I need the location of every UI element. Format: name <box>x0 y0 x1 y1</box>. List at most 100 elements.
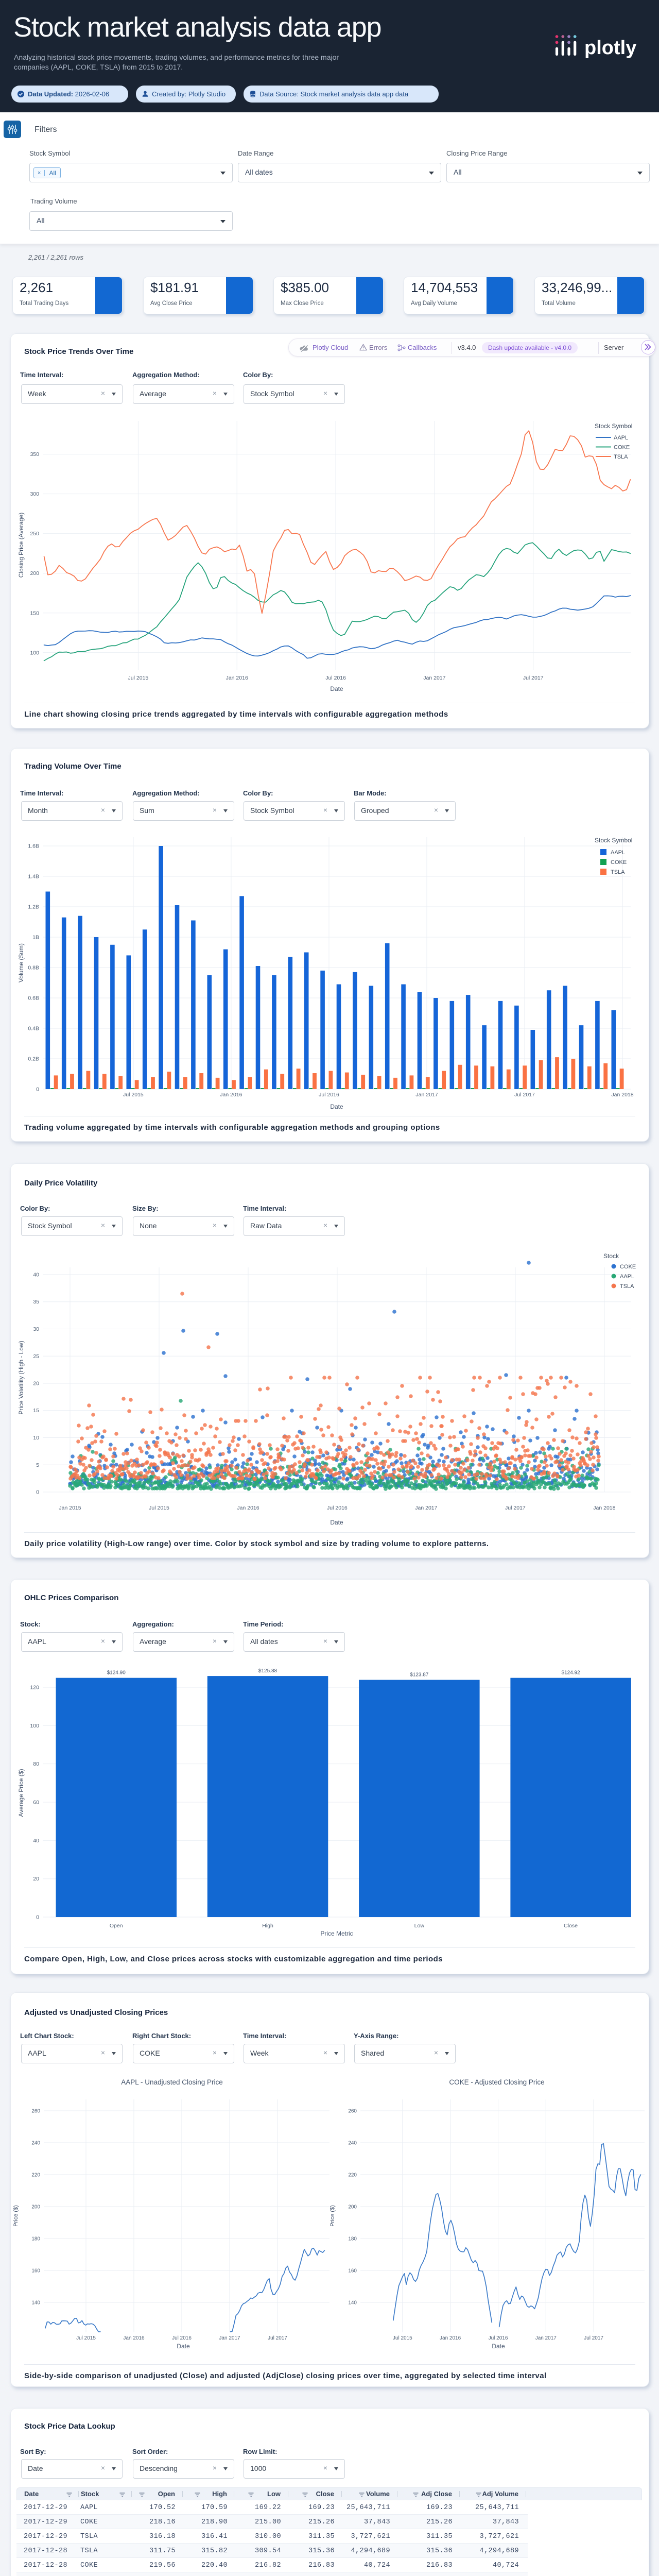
svg-text:Jan 2017: Jan 2017 <box>415 1505 437 1511</box>
svg-text:Jul 2017: Jul 2017 <box>505 1505 526 1511</box>
svg-text:30: 30 <box>33 1326 39 1332</box>
svg-text:Jul 2017: Jul 2017 <box>514 1092 535 1098</box>
svg-text:300: 300 <box>30 491 39 497</box>
svg-text:Close: Close <box>564 1923 578 1929</box>
svg-text:250: 250 <box>30 531 39 537</box>
svg-text:150: 150 <box>30 610 39 616</box>
svg-text:TSLA: TSLA <box>611 869 625 875</box>
svg-text:200: 200 <box>30 570 39 577</box>
svg-text:40: 40 <box>33 1272 39 1278</box>
svg-text:240: 240 <box>348 2141 357 2146</box>
svg-text:AAPL: AAPL <box>611 850 625 856</box>
svg-text:Date: Date <box>492 2343 505 2350</box>
svg-text:1.4B: 1.4B <box>28 874 39 880</box>
svg-text:240: 240 <box>31 2141 40 2146</box>
svg-text:Volume (Sum): Volume (Sum) <box>18 943 25 982</box>
svg-text:200: 200 <box>31 2205 40 2210</box>
svg-text:Date: Date <box>330 1103 343 1110</box>
svg-text:Price Volatility (High - Low): Price Volatility (High - Low) <box>18 1341 25 1414</box>
svg-text:120: 120 <box>30 1685 39 1691</box>
svg-text:Stock Symbol: Stock Symbol <box>595 422 632 430</box>
svg-text:0.6B: 0.6B <box>28 995 39 1002</box>
svg-text:40: 40 <box>33 1838 39 1844</box>
svg-text:1.6B: 1.6B <box>28 843 39 850</box>
svg-text:Jul 2015: Jul 2015 <box>128 675 149 681</box>
svg-text:Jul 2015: Jul 2015 <box>123 1092 144 1098</box>
svg-text:0: 0 <box>36 1489 39 1496</box>
svg-text:Jul 2016: Jul 2016 <box>172 2335 192 2341</box>
svg-text:Date: Date <box>330 685 343 692</box>
svg-text:80: 80 <box>33 1761 39 1767</box>
svg-text:100: 100 <box>30 1723 39 1729</box>
svg-text:Jan 2016: Jan 2016 <box>440 2335 461 2341</box>
svg-text:Jul 2016: Jul 2016 <box>325 675 346 681</box>
svg-text:High: High <box>262 1923 273 1929</box>
svg-text:AAPL: AAPL <box>614 435 628 441</box>
svg-text:0: 0 <box>36 1087 39 1093</box>
svg-text:0.4B: 0.4B <box>28 1026 39 1032</box>
svg-text:25: 25 <box>33 1353 39 1360</box>
svg-text:Jan 2016: Jan 2016 <box>237 1505 259 1511</box>
svg-text:COKE: COKE <box>614 444 630 450</box>
svg-text:Price ($): Price ($) <box>330 2205 336 2227</box>
svg-text:Jan 2016: Jan 2016 <box>220 1092 242 1098</box>
svg-text:20: 20 <box>33 1381 39 1387</box>
svg-text:Date: Date <box>330 1519 343 1526</box>
svg-text:$125.88: $125.88 <box>258 1668 278 1674</box>
svg-text:0.8B: 0.8B <box>28 965 39 971</box>
svg-text:260: 260 <box>348 2109 357 2114</box>
svg-text:AAPL - Unadjusted Closing Pric: AAPL - Unadjusted Closing Price <box>121 2078 223 2086</box>
svg-text:TSLA: TSLA <box>614 454 628 460</box>
svg-text:Average Price ($): Average Price ($) <box>18 1769 25 1817</box>
svg-text:COKE: COKE <box>611 859 627 866</box>
svg-text:160: 160 <box>348 2268 357 2274</box>
svg-text:0.2B: 0.2B <box>28 1056 39 1062</box>
svg-text:Jan 2016: Jan 2016 <box>123 2335 145 2341</box>
svg-text:Jan 2018: Jan 2018 <box>593 1505 615 1511</box>
svg-text:180: 180 <box>348 2236 357 2242</box>
svg-text:COKE: COKE <box>620 1264 636 1270</box>
svg-text:100: 100 <box>30 650 39 656</box>
svg-text:$123.87: $123.87 <box>410 1672 429 1678</box>
svg-text:Jul 2016: Jul 2016 <box>319 1092 339 1098</box>
svg-text:1.2B: 1.2B <box>28 904 39 910</box>
svg-text:60: 60 <box>33 1800 39 1806</box>
svg-text:180: 180 <box>31 2236 40 2242</box>
svg-text:260: 260 <box>31 2109 40 2114</box>
svg-text:140: 140 <box>348 2300 357 2306</box>
svg-text:Stock: Stock <box>603 1252 619 1260</box>
svg-text:200: 200 <box>348 2205 357 2210</box>
svg-text:10: 10 <box>33 1435 39 1441</box>
svg-text:Jul 2016: Jul 2016 <box>489 2335 508 2341</box>
svg-text:Jan 2017: Jan 2017 <box>219 2335 240 2341</box>
svg-text:Jul 2015: Jul 2015 <box>393 2335 412 2341</box>
svg-text:$124.92: $124.92 <box>562 1670 581 1676</box>
svg-text:Open: Open <box>110 1923 123 1929</box>
svg-text:1B: 1B <box>32 935 39 941</box>
svg-text:350: 350 <box>30 451 39 457</box>
svg-text:5: 5 <box>36 1462 39 1468</box>
svg-text:220: 220 <box>348 2173 357 2178</box>
svg-text:Jul 2015: Jul 2015 <box>149 1505 169 1511</box>
svg-text:TSLA: TSLA <box>620 1283 634 1290</box>
svg-text:220: 220 <box>31 2173 40 2178</box>
svg-text:160: 160 <box>31 2268 40 2274</box>
svg-text:Jan 2015: Jan 2015 <box>59 1505 81 1511</box>
svg-text:Jul 2017: Jul 2017 <box>523 675 544 681</box>
svg-text:Jul 2017: Jul 2017 <box>268 2335 287 2341</box>
svg-text:Jan 2017: Jan 2017 <box>415 1092 438 1098</box>
svg-text:COKE - Adjusted Closing Price: COKE - Adjusted Closing Price <box>449 2078 544 2086</box>
svg-text:Jan 2017: Jan 2017 <box>535 2335 557 2341</box>
svg-text:plotly: plotly <box>584 37 636 59</box>
svg-text:Jul 2017: Jul 2017 <box>584 2335 603 2341</box>
svg-text:Jul 2015: Jul 2015 <box>76 2335 96 2341</box>
svg-text:Price Metric: Price Metric <box>320 1930 353 1937</box>
svg-text:Date: Date <box>177 2343 190 2350</box>
svg-text:35: 35 <box>33 1299 39 1305</box>
svg-text:15: 15 <box>33 1408 39 1414</box>
svg-text:140: 140 <box>31 2300 40 2306</box>
svg-text:Low: Low <box>414 1923 425 1929</box>
svg-text:Stock Symbol: Stock Symbol <box>595 837 632 844</box>
svg-text:$124.90: $124.90 <box>107 1670 126 1676</box>
svg-text:20: 20 <box>33 1876 39 1882</box>
